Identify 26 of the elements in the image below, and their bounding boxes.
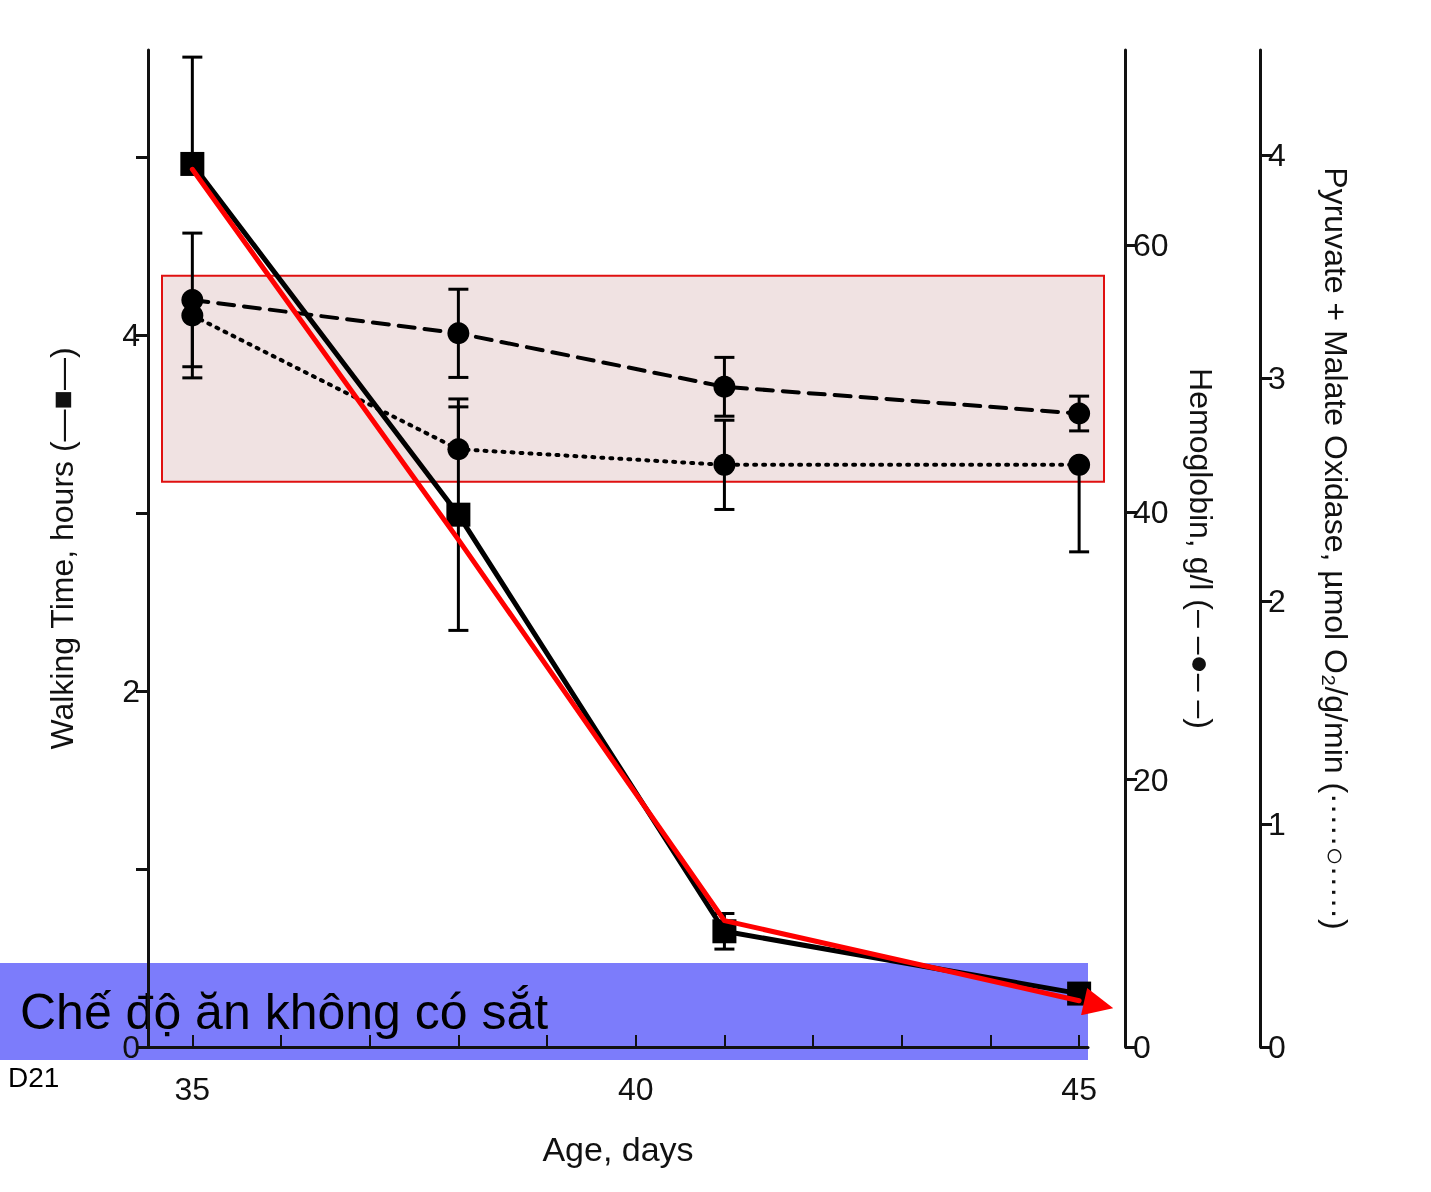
y3-tick-label: 1 [1268,805,1286,842]
point [447,322,470,345]
text: D21 [8,1062,60,1094]
point [181,304,204,327]
y2-axis-title: Hemoglobin, g/l (– –●– –) [1183,368,1219,729]
x-tick-label: 40 [617,1071,654,1107]
y-axis-title: Walking Time, hours (—■—) [44,347,80,750]
y3-tick-label: 3 [1268,359,1286,396]
y3-tick-label: 2 [1268,582,1286,619]
point [446,502,471,527]
point [713,453,736,476]
point [447,438,470,461]
y-tick-label: 2 [122,672,140,709]
x-tick-label: 45 [1061,1071,1097,1107]
x-tick-label: 35 [174,1071,211,1107]
y2-tick-label: 40 [1133,494,1169,531]
y3-axis-title: Pyruvate + Malate Oxidase, µmol O₂/g/min (·····○·····) [1318,167,1354,930]
point [1068,453,1091,476]
point [1068,402,1091,425]
y2-tick-label: 60 [1133,227,1169,264]
y2-tick-label: 20 [1133,761,1169,798]
x-axis-title: Age, days [542,1130,694,1168]
point [180,151,205,176]
y3-tick-label: 4 [1268,136,1286,173]
point [713,375,736,398]
y-tick-label: 4 [122,316,140,353]
